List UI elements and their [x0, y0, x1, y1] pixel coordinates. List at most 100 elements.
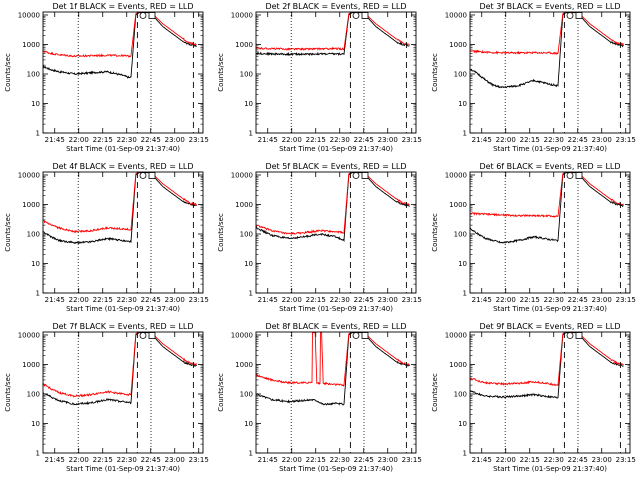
- x-tick-label: 23:15: [616, 136, 636, 144]
- series-group: [256, 12, 410, 57]
- y-tick-label: 1000: [22, 201, 40, 209]
- y-tick-label: 10: [31, 420, 40, 428]
- y-tick-label: 100: [27, 231, 40, 239]
- x-tick-label: 22:30: [544, 136, 564, 144]
- y-tick-label: 10: [31, 260, 40, 268]
- y-tick-label: 1000: [235, 41, 253, 49]
- square-marker: [575, 332, 583, 339]
- red-series-line: [43, 12, 197, 59]
- x-tick-label: 22:30: [330, 456, 350, 464]
- x-tick-label: 22:45: [354, 456, 374, 464]
- y-axis-label: Counts/sec: [217, 373, 225, 412]
- x-tick-label: 21:45: [472, 136, 492, 144]
- y-tick-label: 100: [240, 391, 253, 399]
- x-axis-label: Start Time (01-Sep-09 21:37:40): [66, 465, 180, 473]
- y-tick-label: 100: [27, 391, 40, 399]
- x-tick-label: 23:15: [402, 456, 422, 464]
- x-tick-label: 22:15: [520, 296, 540, 304]
- y-tick-label: 10: [458, 100, 467, 108]
- x-tick-label: 22:00: [69, 136, 89, 144]
- y-tick-label: 1000: [449, 361, 467, 369]
- y-axis-label: Counts/sec: [431, 213, 439, 252]
- red-series-line: [256, 172, 410, 235]
- x-tick-label: 22:00: [282, 296, 302, 304]
- y-tick-label: 100: [454, 231, 467, 239]
- y-tick-label: 100: [454, 391, 467, 399]
- x-tick-label: 22:30: [117, 136, 137, 144]
- series-group: [470, 12, 624, 89]
- x-tick-label: 23:00: [592, 456, 612, 464]
- x-tick-label: 22:30: [117, 456, 137, 464]
- y-tick-label: 1000: [235, 201, 253, 209]
- y-tick-label: 10: [244, 260, 253, 268]
- y-tick-label: 10: [244, 420, 253, 428]
- plot-frame: [42, 331, 204, 454]
- square-marker: [361, 172, 369, 179]
- circle-marker: [139, 172, 147, 179]
- y-tick-label: 10000: [445, 332, 467, 340]
- x-tick-label: 22:00: [69, 456, 89, 464]
- black-series-line: [43, 172, 197, 245]
- y-tick-label: 100: [454, 71, 467, 79]
- x-tick-label: 22:00: [69, 296, 89, 304]
- y-tick-label: 10000: [18, 12, 40, 20]
- red-series-line: [256, 332, 410, 387]
- x-tick-label: 22:30: [117, 296, 137, 304]
- y-axis-label: Counts/sec: [217, 213, 225, 252]
- x-tick-label: 23:00: [378, 296, 398, 304]
- black-series-line: [470, 12, 624, 89]
- square-marker: [575, 12, 583, 19]
- y-tick-label: 1000: [22, 361, 40, 369]
- y-tick-label: 1: [249, 130, 253, 138]
- black-series-line: [43, 332, 197, 406]
- y-axis-label: Counts/sec: [4, 213, 12, 252]
- x-tick-label: 23:15: [616, 296, 636, 304]
- x-tick-label: 23:00: [378, 136, 398, 144]
- y-tick-label: 10000: [445, 172, 467, 180]
- x-tick-label: 23:00: [378, 456, 398, 464]
- y-tick-label: 10: [31, 100, 40, 108]
- detector-panel-7: Det 7f BLACK = Events, RED = LLD Counts/s…: [4, 322, 209, 473]
- x-tick-label: 21:45: [258, 456, 278, 464]
- circle-marker: [566, 172, 574, 179]
- y-axis-label: Counts/sec: [4, 373, 12, 412]
- panel-title: Det 2f BLACK = Events, RED = LLD: [265, 2, 406, 11]
- x-tick-label: 22:15: [93, 296, 113, 304]
- panel-title: Det 8f BLACK = Events, RED = LLD: [265, 322, 406, 331]
- detector-panel-6: Det 6f BLACK = Events, RED = LLD Counts/s…: [431, 162, 636, 313]
- y-tick-label: 10000: [231, 172, 253, 180]
- circle-marker: [352, 332, 360, 339]
- y-tick-label: 10: [458, 420, 467, 428]
- x-tick-label: 22:45: [141, 136, 161, 144]
- square-marker: [575, 172, 583, 179]
- x-tick-label: 22:45: [354, 136, 374, 144]
- circle-marker: [139, 12, 147, 19]
- black-series-line: [470, 172, 624, 244]
- x-tick-label: 23:15: [402, 136, 422, 144]
- x-tick-label: 22:15: [306, 136, 326, 144]
- plot-frame: [255, 11, 417, 134]
- square-marker: [148, 172, 156, 179]
- circle-marker: [352, 172, 360, 179]
- y-tick-label: 10: [244, 100, 253, 108]
- y-tick-label: 1: [36, 450, 40, 458]
- x-tick-label: 21:45: [472, 456, 492, 464]
- x-tick-label: 22:15: [306, 456, 326, 464]
- plot-frame: [255, 171, 417, 294]
- x-tick-label: 22:00: [282, 456, 302, 464]
- detector-panel-2: Det 2f BLACK = Events, RED = LLD Counts/s…: [217, 2, 422, 153]
- x-tick-label: 23:00: [165, 136, 185, 144]
- square-marker: [361, 332, 369, 339]
- circle-marker: [566, 12, 574, 19]
- plot-frame: [255, 331, 417, 454]
- x-tick-label: 22:30: [544, 456, 564, 464]
- x-tick-label: 22:30: [330, 136, 350, 144]
- x-axis-label: Start Time (01-Sep-09 21:37:40): [279, 305, 393, 313]
- x-axis-label: Start Time (01-Sep-09 21:37:40): [493, 305, 607, 313]
- detector-panel-9: Det 9f BLACK = Events, RED = LLD Counts/s…: [431, 322, 636, 473]
- x-tick-label: 22:45: [568, 296, 588, 304]
- y-tick-label: 1: [463, 450, 467, 458]
- x-tick-label: 22:45: [568, 136, 588, 144]
- plot-frame: [469, 11, 631, 134]
- black-series-line: [256, 332, 410, 406]
